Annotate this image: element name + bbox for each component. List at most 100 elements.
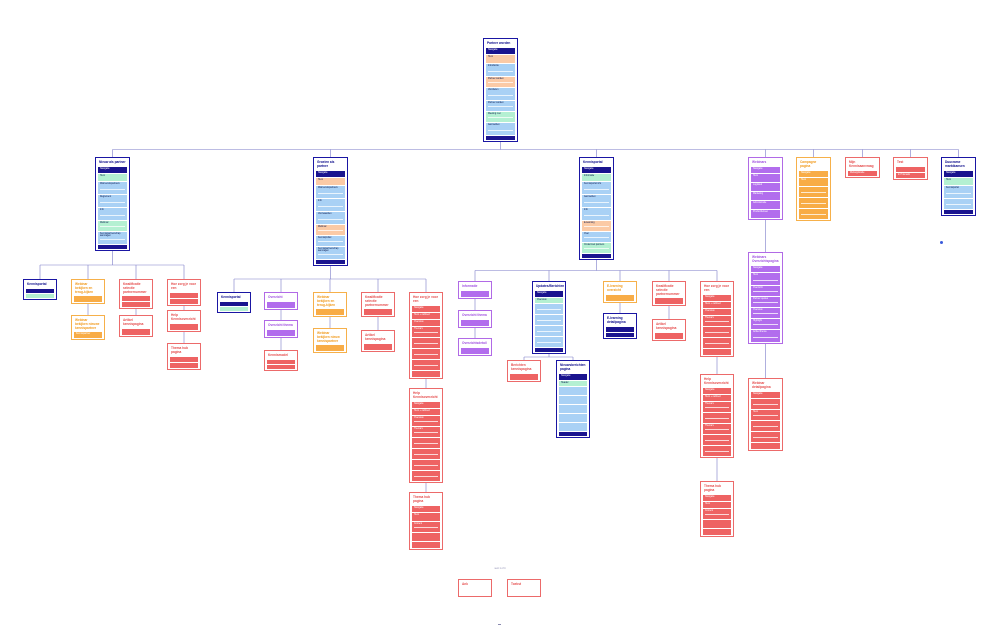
node-c3a3[interactable]: Overzichtsdetail [458, 338, 492, 356]
node-c4b[interactable]: Webinar detailpagina Navigatie Hero [748, 378, 783, 451]
node-c4a[interactable]: Webinars Overzichtspagina Navigatie Hero Ov… [748, 252, 783, 344]
section-grid [584, 202, 609, 206]
node-c3c2[interactable]: E-learning detailpagina [603, 313, 637, 339]
section-grid [946, 193, 971, 197]
section-label: Hero + outlined [705, 302, 721, 305]
node-c1d3[interactable]: Thema hub pagina [167, 343, 201, 370]
node-section [486, 135, 515, 140]
node-c2b2[interactable]: Overzicht thema [264, 320, 298, 338]
section-grid [705, 514, 729, 518]
node-c8[interactable]: Duurzame marktkansen Navigatie Hero Kennisp… [941, 157, 976, 216]
node-c2[interactable]: Groeien als partner Navigatie Hero Wat kenn… [313, 157, 348, 266]
section-grid [414, 465, 438, 469]
node-section: Header [559, 380, 587, 386]
node-c7[interactable]: Test In Prismatic [893, 157, 928, 180]
node-c5[interactable]: Campagne pagina Navigatie Hero [796, 157, 831, 221]
node-f1[interactable]: Ank [458, 579, 492, 597]
node-section: Navigatie [559, 373, 587, 380]
node-c1a[interactable]: Kennisportal [23, 279, 57, 300]
node-c3a2[interactable]: Overzicht thema [458, 310, 492, 328]
node-section: Hero + outlined [703, 301, 731, 308]
section-label: Navigatie [414, 506, 424, 509]
node-section: Hero [944, 177, 973, 185]
node-c3a[interactable]: Informatie [458, 281, 492, 299]
node-f2[interactable]: Toekst [507, 579, 541, 597]
section-grid [705, 418, 729, 422]
node-section [412, 359, 440, 370]
node-section: Overview [703, 308, 731, 315]
section-label: Navigatie [753, 266, 763, 269]
node-c3c[interactable]: E-learning overzicht [603, 281, 637, 303]
section-label: Hero [801, 178, 806, 181]
node-c2d2[interactable]: Artikel kennispagina [361, 330, 395, 352]
section-grid [318, 206, 343, 210]
node-c2b3[interactable]: Kennismodel [264, 350, 298, 371]
section-grid [753, 337, 778, 341]
section-grid [584, 215, 609, 219]
node-section [896, 166, 925, 172]
node-c2e[interactable]: Hoe zorg je voor een Navigatie Hero + outl… [409, 292, 443, 379]
node-section: Thema's [703, 401, 731, 412]
node-c3b2[interactable]: Berichten kennispagina [507, 360, 541, 382]
node-c1d[interactable]: Hoe zorg je voor een [167, 279, 201, 306]
node-section: Highlight [751, 318, 780, 329]
section-label: Thema's [705, 424, 714, 427]
section-grid [753, 324, 778, 328]
section-grid [753, 404, 778, 408]
section-grid [537, 320, 561, 324]
node-root[interactable]: Partner worden Navigatie Hero Introductie Pa… [483, 38, 518, 142]
node-c6[interactable]: Mijn Kennisaanvraag Webapplicatie [845, 157, 880, 178]
node-section: Overzicht [751, 285, 780, 296]
section-label: Kennispartnerschap aanvragen [100, 232, 121, 238]
node-c2e3[interactable]: Thema hub pagina Navigatie Hero Content [409, 492, 443, 550]
node-section [412, 448, 440, 459]
node-title: Informatie [462, 284, 478, 288]
node-c3e[interactable]: Hoe zorg je voor een Navigatie Hero + outl… [700, 281, 734, 357]
node-section [535, 325, 563, 336]
node-c3b3[interactable]: Nieuwsberichten pagina Navigatie Header [556, 360, 590, 438]
section-grid [414, 421, 438, 425]
node-section [461, 319, 489, 326]
node-c2e2[interactable]: Help Kennisoverzicht Navigatie Hero + outl… [409, 388, 443, 483]
node-section [122, 296, 150, 302]
node-section [703, 412, 731, 423]
node-c1[interactable]: Nieuw als partner Navigatie Hero Wat kennis… [95, 157, 130, 251]
node-c2c[interactable]: Webinar bekijken en terug-kijken [313, 292, 347, 318]
node-c1c2[interactable]: Artikel kennispagina [119, 315, 153, 337]
node-c3d[interactable]: Kwalificatie selectie partnernummer [652, 281, 686, 307]
node-c3d2[interactable]: Artikel kennispagina [652, 319, 686, 341]
node-section [98, 244, 127, 249]
node-c3e3[interactable]: Thema hub pagina Navigatie Hero Content [700, 481, 734, 537]
node-section [799, 186, 828, 197]
node-section: Navigatie [316, 170, 345, 177]
section-grid [100, 202, 125, 206]
section-grid [488, 95, 513, 99]
section-label: Overzicht [753, 286, 763, 289]
node-c2c2[interactable]: Webinar bekijken nieuw kennispartner [313, 328, 347, 354]
node-section: Navigatie [703, 494, 731, 501]
section-label: Voordelen [488, 88, 499, 91]
node-section: Navigatie [703, 294, 731, 301]
node-c1b[interactable]: Webinar bekijken en terug-kijken [71, 279, 105, 305]
node-title: Mijn Kennisaanvraag [849, 160, 874, 168]
node-c2b[interactable]: Overzicht [264, 292, 298, 310]
node-c3[interactable]: Kennisportal Navigatie Informatie Kennispor… [579, 157, 614, 260]
resize-handle[interactable] [940, 241, 943, 244]
node-c1b2[interactable]: Webinar bekijken nieuwe kennispartner Ken… [71, 315, 105, 341]
node-c4[interactable]: Webinars Navigatie Hero Logistiek Marketing A… [748, 157, 783, 220]
node-section [170, 356, 198, 362]
node-section: Navigatie [412, 505, 440, 512]
node-c1d2[interactable]: Help Kennisoverzicht [167, 310, 201, 332]
node-c2a[interactable]: Kennisportal [217, 292, 251, 313]
node-c1c[interactable]: Kwalificatie selectie partnernummer [119, 279, 153, 310]
node-section [412, 541, 440, 548]
section-grid [584, 248, 609, 252]
node-title: Nieuwsberichten pagina [560, 363, 586, 371]
section-grid [753, 291, 778, 295]
node-c3e2[interactable]: Help Kennisoverzicht Navigatie Hero + outl… [700, 374, 734, 458]
node-section: Meeting met [486, 111, 515, 122]
node-title: Ank [462, 582, 469, 586]
node-c3b[interactable]: Updates/Berichten Navigatie Overview [532, 281, 566, 354]
node-c2d[interactable]: Kwalificatie selectie partnernummer [361, 292, 395, 318]
